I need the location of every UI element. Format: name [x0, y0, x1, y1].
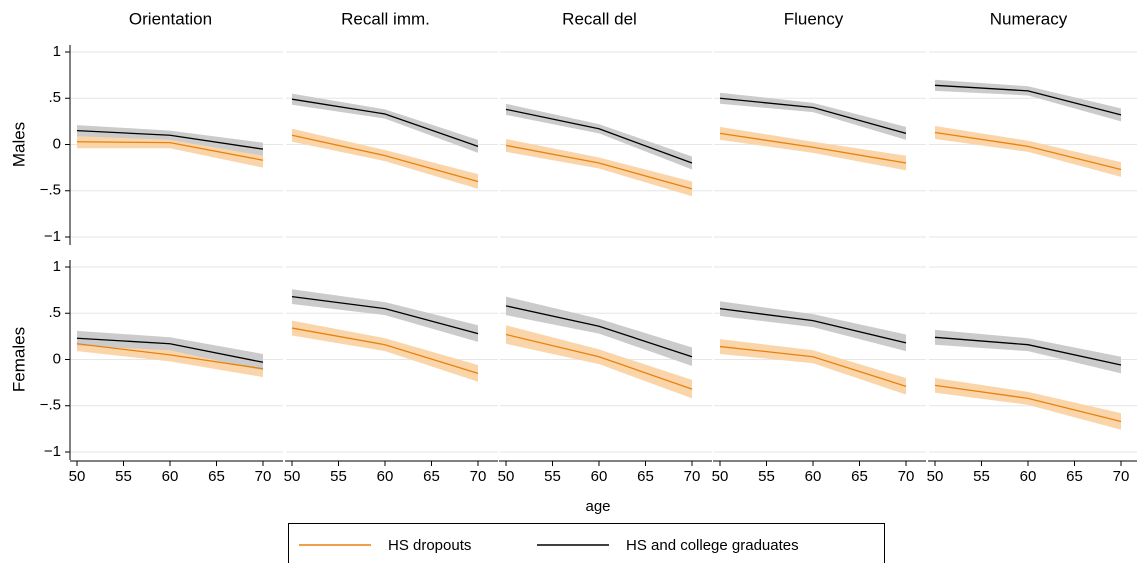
line — [505, 305, 693, 358]
confidence-band — [292, 93, 478, 153]
y-tick-label: 0 — [53, 135, 61, 152]
x-tick-label: 60 — [162, 468, 179, 485]
line — [76, 129, 264, 150]
line — [291, 295, 479, 335]
y-tick-label: .5 — [48, 89, 61, 106]
x-tick-label: 70 — [470, 468, 487, 485]
row-title: Males — [9, 122, 28, 167]
confidence-band — [935, 378, 1121, 430]
y-tick-label: −1 — [44, 443, 61, 460]
line — [719, 132, 907, 164]
x-tick-label: 50 — [69, 468, 86, 485]
column-title: Recall del — [562, 9, 637, 28]
x-axis-title: age — [585, 498, 610, 515]
x-tick-label: 55 — [330, 468, 347, 485]
x-tick-label: 65 — [423, 468, 440, 485]
x-tick-label: 70 — [255, 468, 272, 485]
x-tick-label: 65 — [1066, 468, 1083, 485]
x-tick-label: 60 — [591, 468, 608, 485]
line — [934, 384, 1122, 423]
line — [719, 307, 907, 344]
column-title: Orientation — [129, 9, 212, 28]
line — [934, 131, 1122, 171]
column-title: Fluency — [784, 9, 844, 28]
line — [505, 108, 693, 164]
x-tick-label: 50 — [927, 468, 944, 485]
x-tick-label: 55 — [115, 468, 132, 485]
x-tick-label: 70 — [898, 468, 915, 485]
x-tick-label: 65 — [851, 468, 868, 485]
line — [719, 97, 907, 135]
x-tick-label: 50 — [498, 468, 515, 485]
x-tick-label: 65 — [208, 468, 225, 485]
line — [291, 327, 479, 374]
confidence-band — [506, 138, 692, 197]
line — [291, 134, 479, 183]
line — [505, 333, 693, 390]
confidence-band — [292, 128, 478, 189]
confidence-band — [720, 92, 906, 140]
x-tick-label: 70 — [1113, 468, 1130, 485]
confidence-band — [77, 135, 263, 168]
legend-label: HS and college graduates — [626, 537, 799, 554]
line — [291, 98, 479, 147]
x-tick-label: 65 — [637, 468, 654, 485]
column-title: Recall imm. — [341, 9, 430, 28]
x-tick-label: 55 — [544, 468, 561, 485]
x-tick-label: 60 — [377, 468, 394, 485]
line — [76, 337, 264, 363]
y-tick-label: 0 — [53, 350, 61, 367]
confidence-band — [935, 79, 1121, 122]
column-title: Numeracy — [990, 9, 1068, 28]
x-tick-label: 50 — [712, 468, 729, 485]
y-tick-label: −.5 — [40, 182, 61, 199]
confidence-band — [506, 103, 692, 170]
line — [505, 144, 693, 190]
x-tick-label: 70 — [684, 468, 701, 485]
confidence-band — [506, 325, 692, 399]
x-tick-label: 55 — [973, 468, 990, 485]
line — [76, 343, 264, 370]
confidence-band — [720, 126, 906, 171]
confidence-band — [506, 296, 692, 366]
line — [719, 345, 907, 387]
y-tick-label: 1 — [53, 43, 61, 60]
x-tick-label: 50 — [284, 468, 301, 485]
confidence-band — [935, 126, 1121, 177]
x-tick-label: 55 — [758, 468, 775, 485]
confidence-band — [720, 339, 906, 395]
confidence-band — [720, 301, 906, 352]
line — [934, 336, 1122, 366]
legend-label: HS dropouts — [388, 537, 471, 554]
x-tick-label: 60 — [1020, 468, 1037, 485]
row-title: Females — [9, 327, 28, 392]
line — [76, 141, 264, 161]
y-tick-label: −1 — [44, 228, 61, 245]
line — [934, 84, 1122, 116]
y-tick-label: 1 — [53, 258, 61, 275]
y-tick-label: −.5 — [40, 397, 61, 414]
x-tick-label: 60 — [805, 468, 822, 485]
y-tick-label: .5 — [48, 304, 61, 321]
